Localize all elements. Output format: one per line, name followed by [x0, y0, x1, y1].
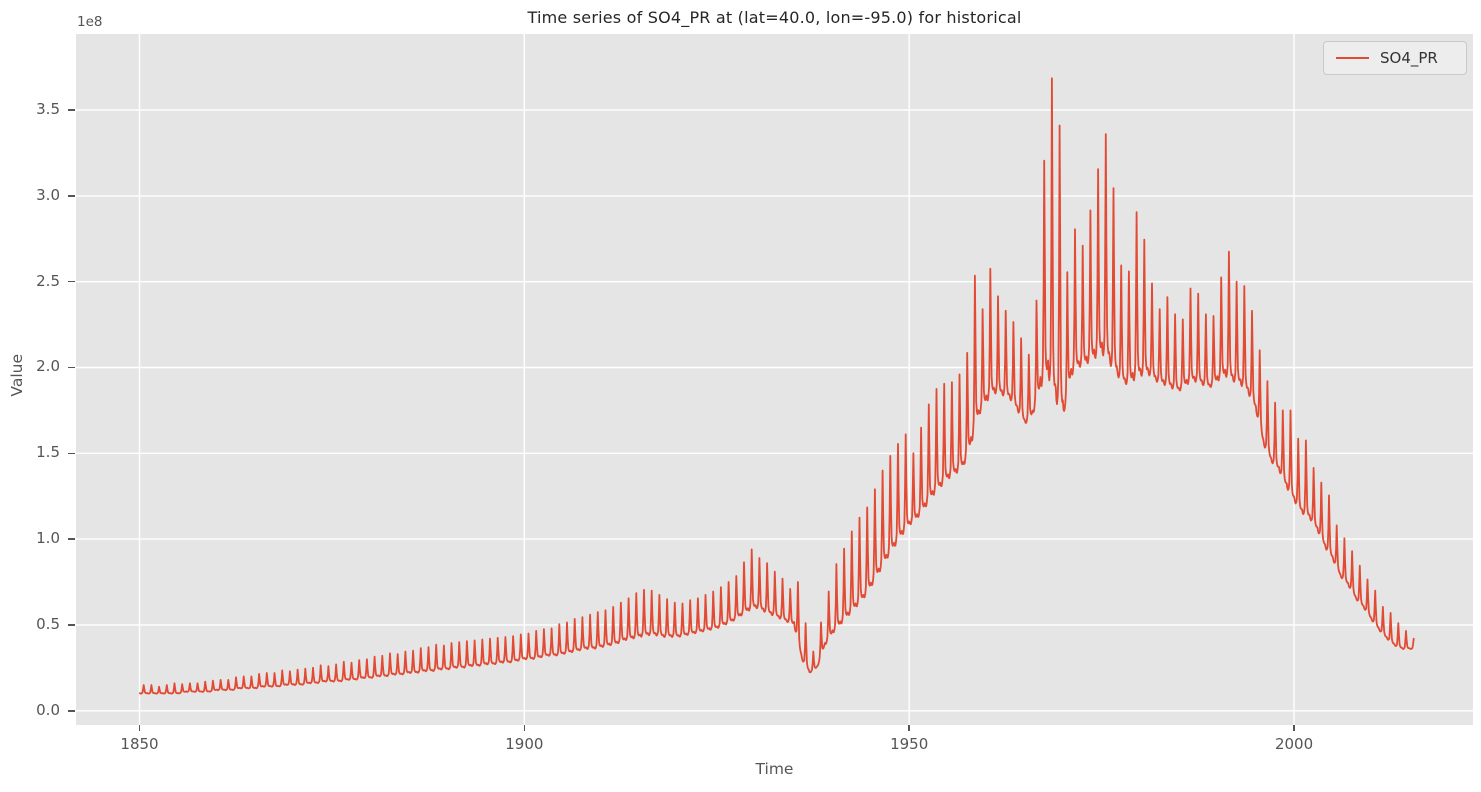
- x-tick-mark: [138, 725, 141, 731]
- y-tick-mark: [68, 538, 75, 540]
- y-tick-label: 3.5: [36, 100, 60, 119]
- y-tick-mark: [68, 280, 75, 283]
- legend: SO4_PR: [1323, 41, 1467, 75]
- x-tick-mark: [908, 725, 910, 731]
- y-axis-offset-label: 1e8: [77, 14, 103, 30]
- legend-line-sample: [1336, 57, 1369, 59]
- y-tick-mark: [68, 710, 75, 712]
- y-tick-label: 2.0: [36, 357, 60, 376]
- y-tick-label: 2.5: [36, 271, 60, 290]
- x-tick-label: 1850: [120, 735, 159, 753]
- y-tick-label: 1.0: [36, 529, 60, 548]
- chart-title: Time series of SO4_PR at (lat=40.0, lon=…: [527, 8, 1022, 27]
- y-tick-mark: [68, 109, 75, 111]
- so4-pr-line-chart: [76, 34, 1473, 725]
- y-tick-label: 0.5: [36, 614, 60, 633]
- y-tick-mark: [68, 195, 75, 197]
- so4-pr-series-line: [138, 77, 1415, 695]
- x-tick-label: 1900: [505, 735, 544, 753]
- legend-label: SO4_PR: [1380, 49, 1438, 67]
- y-tick-label: 0.0: [36, 700, 60, 719]
- y-tick-mark: [68, 452, 75, 455]
- x-axis-label: Time: [755, 760, 794, 778]
- y-tick-mark: [68, 366, 75, 369]
- x-tick-label: 2000: [1274, 735, 1314, 753]
- y-tick-label: 1.5: [36, 443, 60, 462]
- x-tick-label: 1950: [890, 735, 929, 753]
- x-tick-mark: [1293, 725, 1295, 731]
- y-tick-mark: [68, 624, 75, 626]
- y-tick-label: 3.0: [36, 185, 60, 204]
- x-tick-mark: [523, 725, 526, 731]
